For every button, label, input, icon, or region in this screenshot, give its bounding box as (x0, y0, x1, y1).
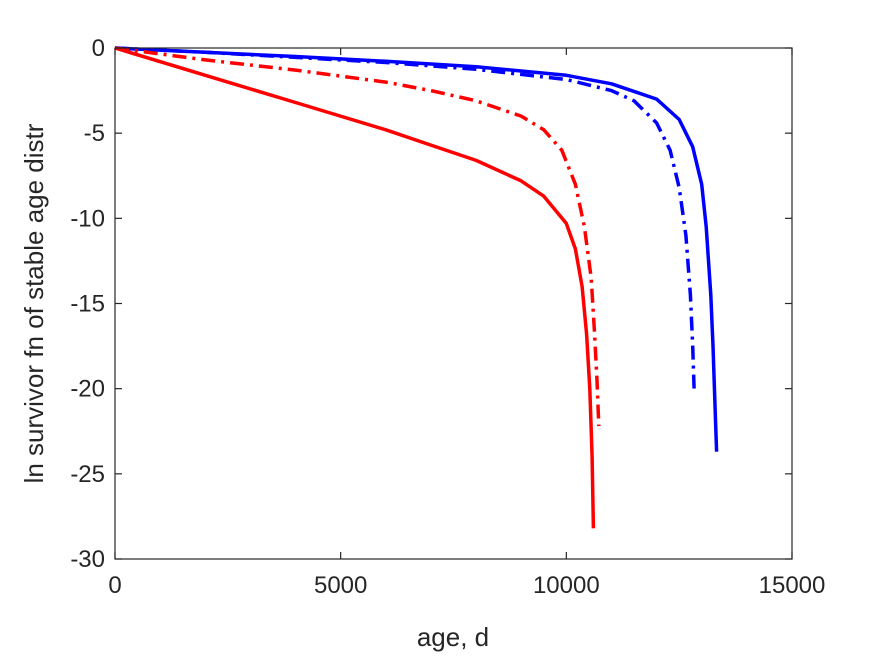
x-tick-label: 0 (108, 572, 121, 599)
y-axis-label: ln survivor fn of stable age distr (19, 123, 49, 483)
tick-layer: 0 5000 10000 15000 0 -5 -10 -15 -20 -25 -30 (70, 35, 825, 599)
x-tick-label: 15000 (759, 572, 826, 599)
y-tick-label: -30 (70, 546, 105, 573)
series-line-3 (114, 46, 596, 529)
plot-background (115, 48, 792, 559)
x-tick-label: 10000 (533, 572, 600, 599)
series-layer (114, 46, 719, 529)
y-tick-label: 0 (92, 35, 105, 62)
y-tick-label: -20 (70, 376, 105, 403)
series-line-2 (114, 46, 696, 389)
y-tick-label: -25 (70, 461, 105, 488)
series-line-4 (114, 46, 601, 427)
y-tick-label: -5 (84, 120, 105, 147)
y-tick-label: -15 (70, 291, 105, 318)
x-axis-label: age, d (417, 622, 489, 652)
y-tick-label: -10 (70, 205, 105, 232)
x-tick-label: 5000 (314, 572, 367, 599)
